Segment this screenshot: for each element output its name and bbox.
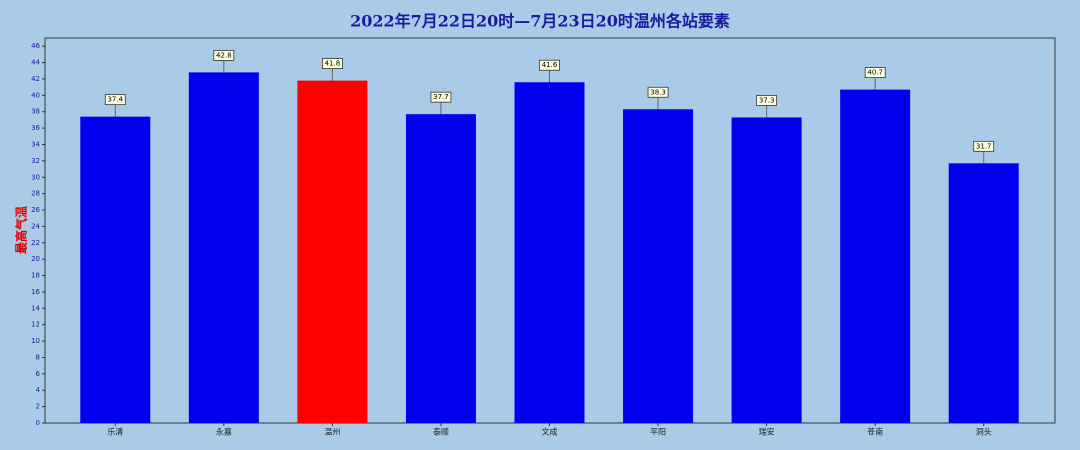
x-tick-label: 泰顺 [433,427,449,437]
chart-title: 2022年7月22日20时—7月23日20时温州各站要素 [350,12,730,31]
y-tick-label: 46 [31,42,40,50]
y-tick-label: 44 [31,59,40,67]
y-tick-label: 18 [31,272,40,280]
bar [731,117,802,423]
y-axis-label: 最高气温 [14,206,29,254]
value-label: 31.7 [976,142,992,150]
y-tick-label: 26 [31,206,40,214]
label-box [973,140,995,152]
label-box [647,86,669,98]
y-tick-label: 30 [31,173,40,181]
bar [948,163,1019,424]
y-tick-label: 42 [31,75,40,83]
y-tick-label: 24 [31,222,40,230]
x-tick-label: 瑞安 [759,427,775,437]
value-label: 41.8 [325,60,341,68]
x-tick-label: 苍南 [867,427,883,437]
bar [623,109,694,423]
y-tick-label: 16 [31,288,40,296]
label-box [539,59,560,71]
x-tick-label: 平阳 [650,428,666,437]
value-label: 37.4 [107,96,123,104]
y-tick-label: 6 [36,370,41,378]
y-tick-label: 34 [31,140,40,148]
y-tick-label: 32 [31,157,40,165]
bar [188,72,259,423]
x-tick-label: 永嘉 [216,427,232,437]
bar [840,89,911,423]
y-tick-label: 12 [31,321,40,329]
bar [80,116,151,423]
label-box [104,94,126,106]
y-tick-label: 40 [31,91,40,99]
value-label: 40.7 [867,69,883,77]
x-tick-label: 乐清 [107,427,123,437]
y-tick-label: 4 [36,386,41,394]
x-tick-label: 温州 [324,428,340,437]
y-tick-label: 0 [36,419,40,427]
y-tick-label: 14 [31,304,40,312]
label-box [864,67,886,79]
y-tick-label: 38 [31,108,40,116]
y-tick-label: 8 [36,353,40,361]
x-tick-label: 洞头 [976,427,992,437]
bar [405,114,476,424]
bar [514,82,585,423]
label-box [213,50,235,61]
y-tick-label: 10 [31,337,40,345]
y-tick-label: 22 [31,239,40,247]
value-label: 37.3 [759,96,775,104]
label-box [756,95,778,106]
label-box [430,91,452,103]
value-label: 37.7 [433,93,449,101]
label-box [321,58,343,69]
x-tick-label: 文成 [542,427,558,437]
value-label: 41.6 [542,61,558,69]
y-tick-label: 2 [36,403,40,411]
y-tick-label: 20 [31,255,40,263]
value-label: 42.8 [216,51,232,59]
y-tick-label: 28 [31,190,40,198]
bar [297,80,368,424]
y-tick-label: 36 [31,124,40,132]
value-label: 38.3 [650,88,666,96]
